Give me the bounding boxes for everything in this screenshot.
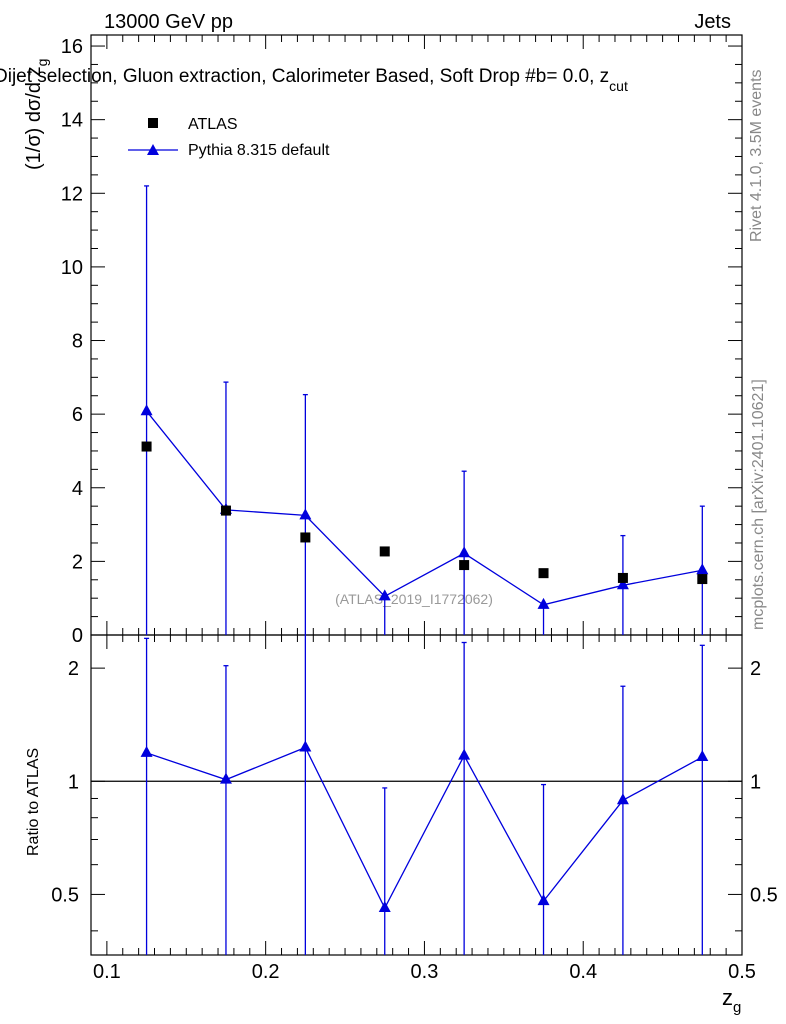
atlas-point bbox=[220, 505, 231, 516]
ratio-ytick-label-right: 1 bbox=[750, 771, 761, 793]
ratio-series-line bbox=[146, 746, 703, 910]
main-ytick-label: 14 bbox=[61, 110, 83, 132]
pythia-point bbox=[378, 589, 391, 601]
ratio-xlabel: zg bbox=[722, 985, 741, 1016]
pythia-point bbox=[458, 546, 471, 558]
analysis-watermark: (ATLAS_2019_I1772062) bbox=[335, 591, 493, 607]
ratio-ytick-label-right: 2 bbox=[750, 658, 761, 680]
plot-subtitle-main: Dijet selection, Gluon extraction, Calor… bbox=[0, 66, 609, 87]
legend-label-pythia: Pythia 8.315 default bbox=[188, 142, 330, 159]
ratio-ytick-label: 0.5 bbox=[51, 884, 79, 906]
legend-marker-pythia bbox=[147, 144, 159, 155]
ratio-point bbox=[537, 894, 550, 906]
legend-label-atlas: ATLAS bbox=[188, 116, 238, 133]
pythia-point bbox=[696, 563, 709, 575]
ratio-point bbox=[616, 793, 629, 805]
ratio-point bbox=[696, 750, 709, 762]
pythia-point bbox=[616, 578, 629, 590]
main-ytick-label: 0 bbox=[72, 625, 83, 647]
main-ylabel-sub: g bbox=[34, 59, 50, 67]
main-ytick-label: 4 bbox=[72, 478, 83, 500]
main-ytick-label: 2 bbox=[72, 551, 83, 573]
main-ytick-label: 6 bbox=[72, 404, 83, 426]
ratio-marks bbox=[140, 635, 709, 955]
main-ylabel-text: (1/σ) dσ/d z bbox=[23, 66, 45, 170]
ratio-xtick-label: 0.2 bbox=[252, 961, 280, 983]
atlas-point bbox=[617, 572, 628, 583]
plot-subtitle-sub: cut bbox=[609, 78, 628, 94]
pythia-series-line bbox=[146, 410, 703, 606]
rivet-info: Rivet 4.1.0, 3.5M events bbox=[748, 69, 765, 242]
main-ytick-label: 12 bbox=[61, 183, 83, 205]
ratio-xlabel-text: z bbox=[722, 985, 733, 1010]
ratio-axes: 0.1 0.2 0.3 0.4 0.5 0.5 0.5 1 1 2 2 bbox=[51, 635, 778, 983]
ratio-xtick-label: 0.4 bbox=[569, 961, 597, 983]
header-right: Jets bbox=[694, 11, 731, 33]
atlas-point bbox=[141, 441, 152, 452]
main-ytick-label: 8 bbox=[72, 331, 83, 353]
main-ylabel: (1/σ) dσ/d zg bbox=[23, 59, 50, 170]
ratio-point bbox=[299, 740, 312, 752]
main-ytick-label: 10 bbox=[61, 257, 83, 279]
pythia-point bbox=[299, 508, 312, 520]
header-left: 13000 GeV pp bbox=[104, 11, 233, 33]
legend-marker-atlas bbox=[148, 118, 158, 128]
ratio-ytick-label-right: 0.5 bbox=[750, 884, 778, 906]
main-ytick-label: 16 bbox=[61, 36, 83, 58]
ratio-ytick-label: 1 bbox=[68, 771, 79, 793]
ratio-ylabel: Ratio to ATLAS bbox=[25, 748, 42, 856]
ratio-point bbox=[219, 772, 232, 784]
main-marks bbox=[140, 185, 709, 635]
atlas-point bbox=[379, 546, 390, 557]
legend: ATLAS Pythia 8.315 default bbox=[128, 116, 330, 159]
atlas-point bbox=[300, 532, 311, 543]
pythia-point bbox=[537, 597, 550, 609]
main-axes: 0 2 4 6 8 10 12 14 16 bbox=[61, 35, 743, 647]
ratio-ytick-label: 2 bbox=[68, 658, 79, 680]
ratio-xtick-label: 0.3 bbox=[411, 961, 439, 983]
ratio-xtick-label: 0.1 bbox=[93, 961, 121, 983]
ratio-point bbox=[378, 901, 391, 913]
ratio-xtick-label: 0.5 bbox=[728, 961, 756, 983]
atlas-point bbox=[459, 560, 470, 571]
mcplots-info: mcplots.cern.ch [arXiv:2401.10621] bbox=[750, 379, 767, 630]
atlas-point bbox=[697, 574, 708, 585]
pythia-point bbox=[140, 404, 153, 416]
ratio-point bbox=[140, 745, 153, 757]
plot-subtitle: Dijet selection, Gluon extraction, Calor… bbox=[0, 66, 628, 94]
atlas-point bbox=[538, 568, 549, 579]
ratio-panel-frame bbox=[90, 634, 743, 956]
ratio-xlabel-sub: g bbox=[733, 999, 741, 1016]
ratio-point bbox=[458, 748, 471, 760]
